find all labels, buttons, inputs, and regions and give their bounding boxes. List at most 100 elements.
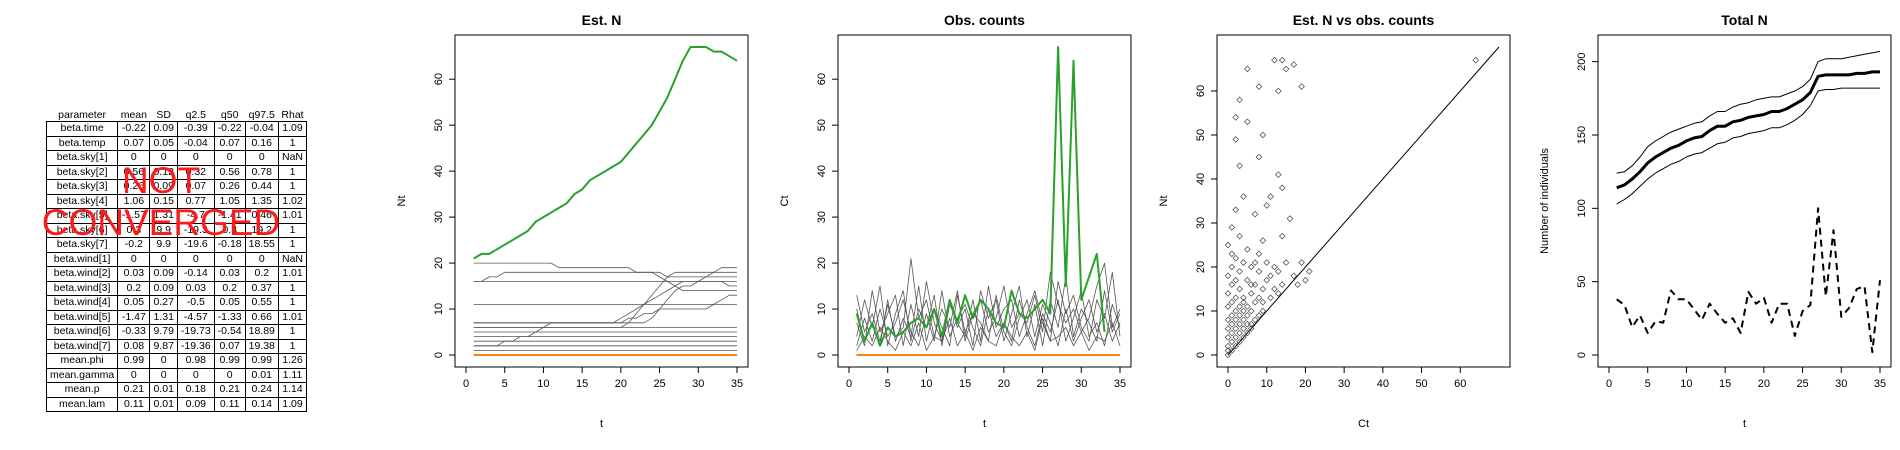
column-header: parameter: [58, 108, 107, 121]
table-cell: -0.04: [176, 135, 215, 151]
table-cell: 0.46: [244, 208, 279, 224]
table-cell: 0.09: [149, 179, 178, 195]
scatter-point: [1232, 334, 1240, 341]
scatter-point: [1298, 83, 1305, 90]
table-row: beta.sky[2] 0.56 0.12 0.32 0.56 0.78 1: [45, 164, 308, 180]
plot-frame: [1216, 34, 1511, 368]
chart-panel-4: Total N t Number of individuals 0 5 10 15 20 25 3…: [1539, 12, 1892, 430]
column-header: q2.5: [185, 108, 207, 121]
column-header: Rhat: [281, 108, 304, 121]
scatter-point: [1278, 281, 1286, 288]
series-line-2: [856, 271, 1121, 347]
scatter-point: [1247, 320, 1255, 328]
chart-panel-1: Est. N t Nt 0 5 10 15 20 25 30 35 0 10 20 30 40 50 60: [396, 12, 749, 430]
scatter-point: [1275, 290, 1282, 297]
parameter-name-cell: mean.gamma: [45, 367, 119, 383]
table-cell: 1.11: [277, 367, 308, 383]
parameter-name-cell: beta.time: [45, 121, 119, 137]
table-row: beta.wind[4] 0.05 0.27 -0.5 0.05 0.55 1: [45, 295, 308, 311]
scatter-point: [1271, 56, 1278, 64]
table-cell: 0.44: [244, 179, 279, 195]
scatter-point: [1290, 272, 1298, 280]
x-tick-label: 10: [920, 378, 932, 390]
x-axis-label: t: [600, 418, 603, 430]
scatter-point: [1255, 268, 1263, 275]
scatter-point: [1251, 281, 1259, 288]
table-cell: 1.31: [149, 309, 178, 325]
table-cell: 1.06: [117, 193, 151, 209]
table-cell: 1: [277, 135, 308, 151]
table-cell: -0.2: [117, 237, 151, 253]
chart-title: Est. N vs obs. counts: [1293, 12, 1435, 28]
scatter-point: [1228, 329, 1236, 337]
scatter-point: [1271, 263, 1278, 271]
y-tick-label: 10: [1195, 305, 1207, 317]
table-cell: 18.55: [244, 237, 279, 253]
table-cell: -0.5: [176, 295, 215, 311]
scatter-point: [1302, 276, 1309, 284]
y-tick-label: 40: [1195, 173, 1207, 185]
y-tick-label: 30: [1195, 217, 1207, 229]
x-tick-label: 0: [1606, 378, 1612, 390]
x-tick-label: 0: [846, 378, 852, 390]
x-tick-label: 30: [1338, 378, 1350, 390]
scatter-point: [1224, 241, 1232, 249]
table-cell: 0.99: [213, 353, 246, 369]
scatter-point: [1228, 263, 1236, 271]
scatter-point: [1267, 272, 1274, 280]
scatter-point: [1232, 136, 1240, 143]
y-tick-label: 30: [433, 211, 445, 223]
x-tick-label: 20: [998, 378, 1010, 390]
scatter-point: [1232, 206, 1240, 214]
scatter-point: [1224, 334, 1232, 341]
x-tick-label: 25: [653, 378, 665, 390]
scatter-point: [1236, 303, 1243, 310]
table-cell: 0.07: [213, 135, 246, 151]
table-row: beta.sky[5] -1.57 1.31 -4.7 -1.41 0.46 1.01: [45, 208, 308, 224]
scatter-point: [1251, 316, 1259, 324]
table-cell: 1.09: [277, 396, 308, 412]
y-tick-label: 0: [433, 352, 445, 358]
series-line-6: [473, 271, 737, 328]
x-tick-label: 25: [1036, 378, 1048, 390]
x-tick-label: 30: [1075, 378, 1087, 390]
x-tick-label: 50: [1415, 378, 1427, 390]
scatter-point: [1278, 184, 1286, 192]
table-cell: 0.32: [176, 164, 215, 180]
table-cell: 9.79: [149, 324, 178, 340]
y-tick-label: 10: [433, 303, 445, 315]
table-cell: 0.26: [213, 179, 246, 195]
scatter-point: [1294, 281, 1301, 288]
table-cell: 0.05: [213, 295, 246, 311]
column-header: SD: [156, 108, 171, 121]
x-tick-label: 30: [1835, 378, 1847, 390]
table-row: mean.gamma 0 0 0 0 0.01 1.11: [45, 367, 308, 383]
table-cell: 0.05: [149, 135, 178, 151]
x-tick-label: 60: [1454, 378, 1466, 390]
table-cell: 0.09: [149, 121, 178, 137]
series-line-4: [1616, 207, 1881, 354]
x-tick-label: 0: [1225, 378, 1231, 390]
table-cell: 1: [277, 179, 308, 195]
series-line-3: [473, 271, 737, 291]
scatter-point: [1232, 307, 1240, 315]
scatter-point: [1244, 65, 1251, 73]
table-cell: 19.38: [244, 338, 279, 354]
chart-title: Total N: [1721, 12, 1767, 28]
scatter-point: [1255, 312, 1263, 319]
y-tick-label: 200: [1576, 52, 1588, 70]
x-tick-label: 35: [1874, 378, 1886, 390]
scatter-point: [1240, 193, 1247, 200]
table-body: beta.time -0.22 0.09 -0.39 -0.22 -0.04 1.09 bet…: [45, 121, 308, 412]
scatter-point: [1240, 316, 1247, 324]
x-tick-label: 40: [1377, 378, 1389, 390]
scatter-point: [1236, 320, 1243, 328]
x-tick-label: 15: [576, 378, 588, 390]
column-header: q97.5: [248, 108, 275, 121]
chart-panel-3: Est. N vs obs. counts Ct Nt 0 10 20 30 40 50 60 0 1…: [1158, 12, 1511, 430]
y-axis-label: Ct: [779, 196, 791, 207]
parameter-name-cell: beta.sky[4]: [45, 193, 119, 209]
table-row: beta.time -0.22 0.09 -0.39 -0.22 -0.04 1.09: [45, 121, 308, 137]
scatter-point: [1282, 65, 1290, 73]
identity-line: [1227, 46, 1500, 356]
